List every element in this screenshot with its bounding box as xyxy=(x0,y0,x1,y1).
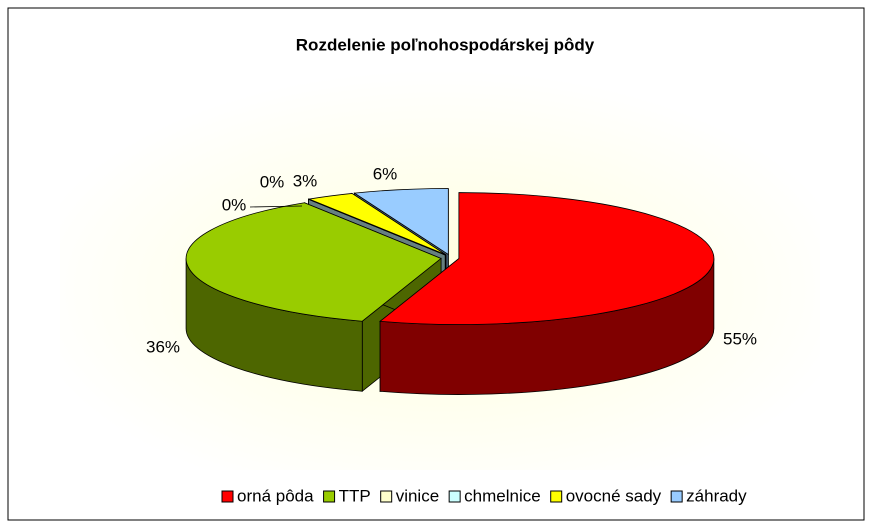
data-label: 36% xyxy=(146,337,180,356)
legend-swatch xyxy=(448,490,461,503)
data-label: 6% xyxy=(373,164,398,183)
slice xyxy=(379,192,715,325)
slice xyxy=(353,188,449,256)
legend-swatch xyxy=(550,490,563,503)
slice xyxy=(308,198,446,256)
legend-label: TTP xyxy=(339,486,371,505)
data-label: 0% xyxy=(222,195,247,214)
data-labels: 55% 36% 0% 0% 3% 6% xyxy=(146,164,757,356)
chart-title: Rozdelenie poľnohospodárskej pôdy xyxy=(296,35,595,54)
slice xyxy=(185,202,442,322)
data-label: 0% xyxy=(260,172,285,191)
legend-label: chmelnice xyxy=(464,486,541,505)
legend-swatch xyxy=(670,490,683,503)
data-label: 55% xyxy=(723,329,757,348)
legend-label: záhrady xyxy=(686,486,747,505)
pie xyxy=(185,188,715,395)
legend-swatch xyxy=(221,490,234,503)
legend-label: ovocné sady xyxy=(566,486,662,505)
slice xyxy=(307,193,447,256)
leader-line xyxy=(249,205,303,208)
legend-label: vinice xyxy=(396,486,439,505)
legend-label: orná pôda xyxy=(237,486,314,505)
legend: orná pôda TTP vinice chmelnice ovocné sady zá… xyxy=(221,486,747,505)
legend-swatch xyxy=(380,490,393,503)
data-label: 3% xyxy=(293,171,318,190)
legend-swatch xyxy=(323,490,336,503)
